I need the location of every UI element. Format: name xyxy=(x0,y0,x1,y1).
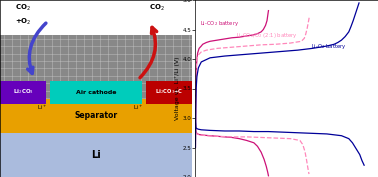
Bar xyxy=(0,99,192,133)
FancyBboxPatch shape xyxy=(146,81,192,104)
Bar xyxy=(0,0,192,71)
Text: Li$_2$CO$_3$+C: Li$_2$CO$_3$+C xyxy=(155,87,183,96)
Text: Li-CO$_2$/O$_2$ (2:1) battery: Li-CO$_2$/O$_2$ (2:1) battery xyxy=(235,31,297,40)
FancyBboxPatch shape xyxy=(50,81,142,104)
Text: CO$_2$: CO$_2$ xyxy=(15,3,31,13)
Text: +O$_2$: +O$_2$ xyxy=(15,17,31,27)
Text: CO$_2$: CO$_2$ xyxy=(149,3,165,13)
Text: Li$_2$CO$_3$: Li$_2$CO$_3$ xyxy=(12,87,34,96)
Bar xyxy=(0,133,192,177)
Text: Li: Li xyxy=(91,150,101,160)
Y-axis label: Voltage vs. Li⁺/Li (V): Voltage vs. Li⁺/Li (V) xyxy=(175,57,180,120)
Text: Li$^+$: Li$^+$ xyxy=(37,104,47,112)
Bar xyxy=(0,35,192,100)
FancyBboxPatch shape xyxy=(0,81,46,104)
Text: Li-CO$_2$ battery: Li-CO$_2$ battery xyxy=(200,19,239,28)
Text: Separator: Separator xyxy=(74,112,118,120)
Text: Air cathode: Air cathode xyxy=(76,90,116,95)
Text: Li$^+$: Li$^+$ xyxy=(133,104,143,112)
Text: Li-O$_2$ battery: Li-O$_2$ battery xyxy=(311,42,347,51)
